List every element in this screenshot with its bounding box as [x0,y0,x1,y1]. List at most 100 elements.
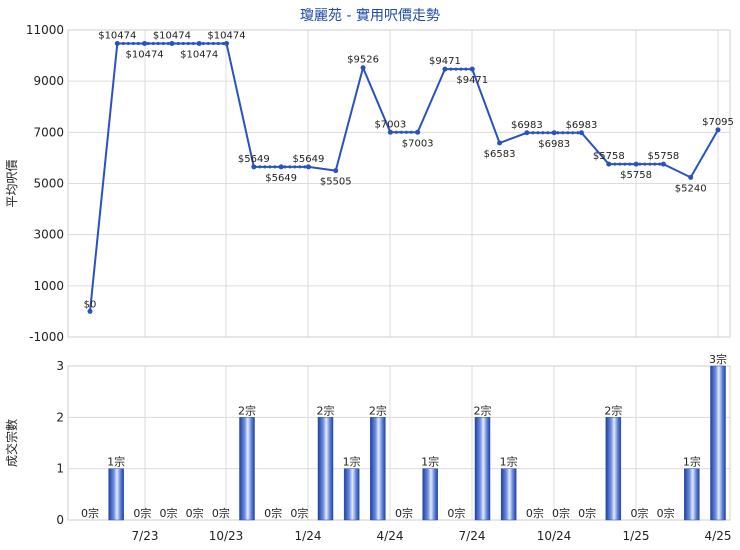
line-data-point [442,66,448,72]
line-series-path [89,42,719,312]
line-data-label: $10474 [153,30,191,41]
line-chart-panel: -1000 1000 3000 5000 7000 9000 11000 平均呎價 $0 $104… [5,23,734,344]
line-data-labels: $0 $10474 $10474 $10474 $10474 $10474 $5649 $56… [84,30,734,310]
line-data-point [169,40,175,46]
bar-plot-frame [67,365,731,521]
bar-data-label: 3宗 [709,352,727,366]
chart-title: 瓊麗苑 - 實用呎價走勢 [300,7,440,24]
line-y-tick-label: 3000 [33,228,64,242]
line-y-tick-label: 1000 [33,279,64,293]
line-data-label: $5649 [265,173,297,184]
line-y-tick-label: -1000 [29,330,64,344]
bar-data-label: 0宗 [81,506,99,520]
line-data-label: $5758 [620,170,652,181]
line-data-point [497,140,503,146]
line-data-label: $9526 [347,55,379,66]
line-data-label: $10474 [126,49,164,60]
line-data-point [415,129,421,135]
line-data-point [578,130,584,136]
line-data-label: $10474 [98,30,136,41]
bar [684,468,700,521]
line-data-point [87,308,93,314]
x-axis-ticks: 7/23 10/23 1/24 4/24 7/24 10/24 1/25 4/25 [132,529,732,543]
bar [370,417,386,521]
bar-data-label: 2宗 [604,403,622,417]
bar-data-label: 1宗 [421,455,439,469]
bar [422,468,438,521]
line-data-label: $5649 [293,154,325,165]
line-data-point [360,65,366,71]
line-data-label: $5758 [593,151,625,162]
line-data-label: $6983 [511,120,543,131]
bar [317,417,334,521]
bar-data-label: 2宗 [317,403,335,417]
line-data-label: $6583 [484,149,516,160]
bar [500,468,517,521]
bar-data-label: 0宗 [290,506,308,520]
bar [239,417,255,521]
bar-data-label: 1宗 [107,455,125,469]
line-data-point [660,161,666,167]
line-data-point [551,130,557,136]
bar [710,365,726,521]
line-points [87,40,721,314]
line-data-point [688,174,694,180]
bar-data-label: 0宗 [264,506,282,520]
line-data-label: $10474 [207,30,245,41]
line-data-label: $5758 [647,151,679,162]
line-data-label: $7003 [374,119,406,130]
x-tick-label: 7/23 [132,529,159,543]
line-data-label: $9471 [456,75,488,86]
bar-data-label: 1宗 [500,455,518,469]
x-tick-label: 7/24 [459,529,486,543]
bar-grid: 0 1 2 3 [56,359,730,527]
bar-data-label: 0宗 [631,506,649,520]
line-data-label: $5240 [675,183,707,194]
line-data-point [305,164,311,170]
line-data-point [142,40,148,46]
bar-data-label: 0宗 [657,506,675,520]
line-y-axis-title: 平均呎價 [5,159,19,207]
bar-y-tick-label: 2 [56,410,64,424]
bar-y-axis-title: 成交宗數 [4,419,19,467]
bar-data-label: 2宗 [369,403,387,417]
bar-data-label: 0宗 [526,506,544,520]
line-data-point [278,164,284,170]
line-data-point [224,40,230,46]
line-y-tick-label: 7000 [33,125,64,139]
bar-chart-panel: 0 1 2 3 成交宗數 7/23 10/23 1/24 4/24 7/24 10/24 1/25 4/… [4,352,731,543]
line-data-label: $6983 [566,120,598,131]
x-tick-label: 4/24 [377,529,404,543]
bar-data-labels: 0宗 1宗 0宗 0宗 0宗 0宗 2宗 0宗 0宗 2宗 1宗 2宗 0宗 1宗 0宗 2宗 1宗 0宗 0宗 0宗… [81,352,727,520]
bar-data-label: 0宗 [578,506,596,520]
line-data-point [633,161,639,167]
line-data-label: $6983 [538,139,570,150]
line-data-label: $5505 [320,177,352,188]
bar [605,417,622,521]
line-data-point [251,164,257,170]
line-y-tick-label: 9000 [33,74,64,88]
line-data-point [333,168,339,174]
line-data-point [114,40,120,46]
line-data-label: $0 [84,299,97,310]
bar-data-label: 0宗 [186,506,204,520]
line-data-point [524,130,530,136]
line-y-tick-label: 11000 [26,23,64,37]
line-data-label: $9471 [429,56,461,67]
bar-y-tick-label: 0 [56,513,64,527]
x-tick-label: 1/24 [295,529,322,543]
bar-y-tick-label: 1 [56,462,64,476]
bar [343,468,360,521]
line-data-label: $5649 [238,154,270,165]
line-data-label: $7095 [702,117,734,128]
line-y-tick-label: 5000 [33,177,64,191]
bar-data-label: 0宗 [395,506,413,520]
bar [108,468,124,521]
bar-data-label: 1宗 [683,455,701,469]
line-data-point [196,40,202,46]
line-plot-frame [67,29,731,338]
line-data-label: $7003 [402,138,434,149]
line-data-point [715,127,721,133]
bar-data-label: 0宗 [552,506,570,520]
